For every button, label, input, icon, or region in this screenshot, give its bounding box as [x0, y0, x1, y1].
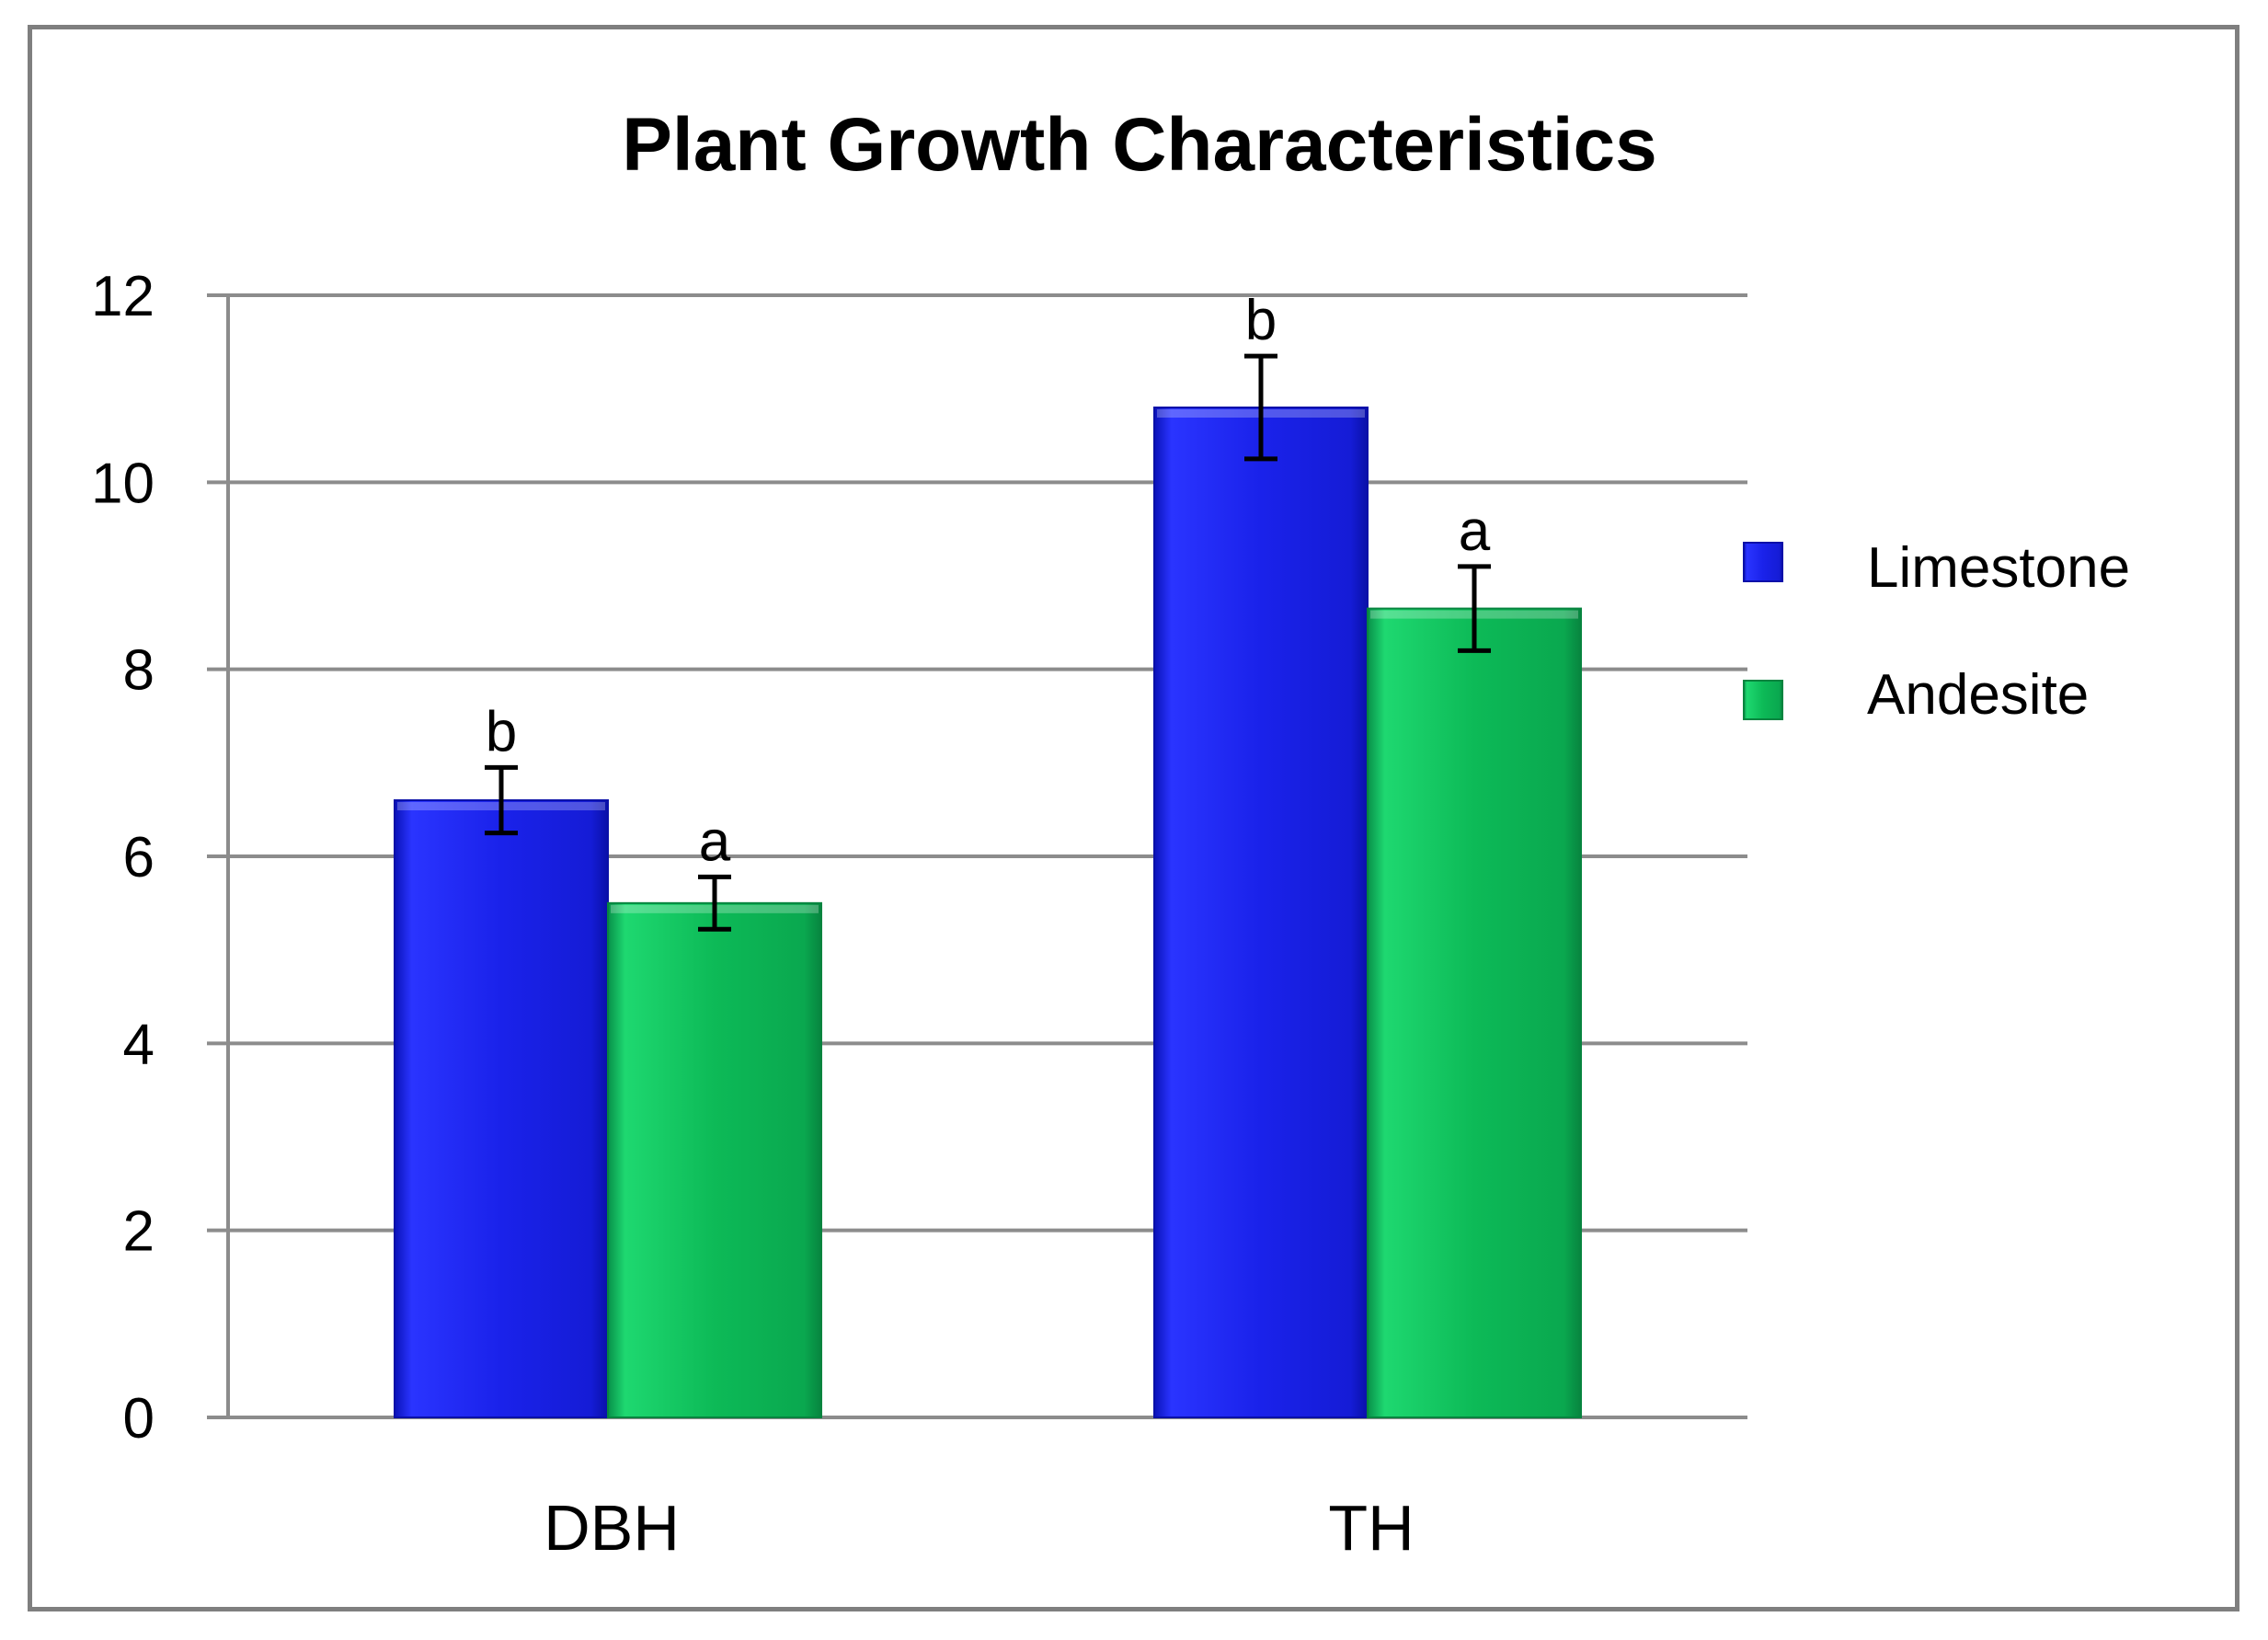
legend: Limestone Andesite — [1743, 536, 2130, 727]
error-bar-limestone-dbh — [485, 764, 518, 836]
bar-andesite-th — [1367, 607, 1582, 1418]
error-bar-andesite-th — [1458, 564, 1491, 653]
error-bar-limestone-th — [1244, 353, 1277, 462]
bars — [394, 353, 1582, 1418]
error-bar-andesite-dbh — [698, 874, 731, 932]
x-category-label: DBH — [544, 1492, 680, 1564]
y-tick-label: 0 — [123, 1387, 155, 1451]
bar-andesite-dbh — [607, 901, 822, 1418]
legend-label-andesite: Andesite — [1867, 663, 2089, 727]
x-category-label: TH — [1328, 1492, 1414, 1564]
y-tick-label: 12 — [91, 265, 155, 328]
y-tick-label: 4 — [123, 1013, 155, 1076]
y-tick-label: 10 — [91, 452, 155, 515]
legend-label-limestone: Limestone — [1867, 536, 2130, 600]
bar-limestone-th — [1153, 407, 1369, 1418]
labels: 0 2 4 6 8 10 12 b a DBH b a TH — [91, 265, 1491, 1564]
significance-label: b — [1245, 289, 1277, 352]
bar-limestone-dbh — [394, 799, 609, 1418]
legend-swatch-andesite — [1743, 680, 1783, 720]
legend-swatch-limestone — [1743, 542, 1783, 582]
significance-label: b — [486, 700, 517, 763]
chart-title: Plant Growth Characteristics — [622, 103, 1657, 187]
y-tick-label: 6 — [123, 826, 155, 889]
y-tick-label: 8 — [123, 639, 155, 703]
significance-label: a — [1459, 499, 1491, 563]
y-tick-label: 2 — [123, 1200, 155, 1264]
significance-label: a — [699, 809, 731, 873]
